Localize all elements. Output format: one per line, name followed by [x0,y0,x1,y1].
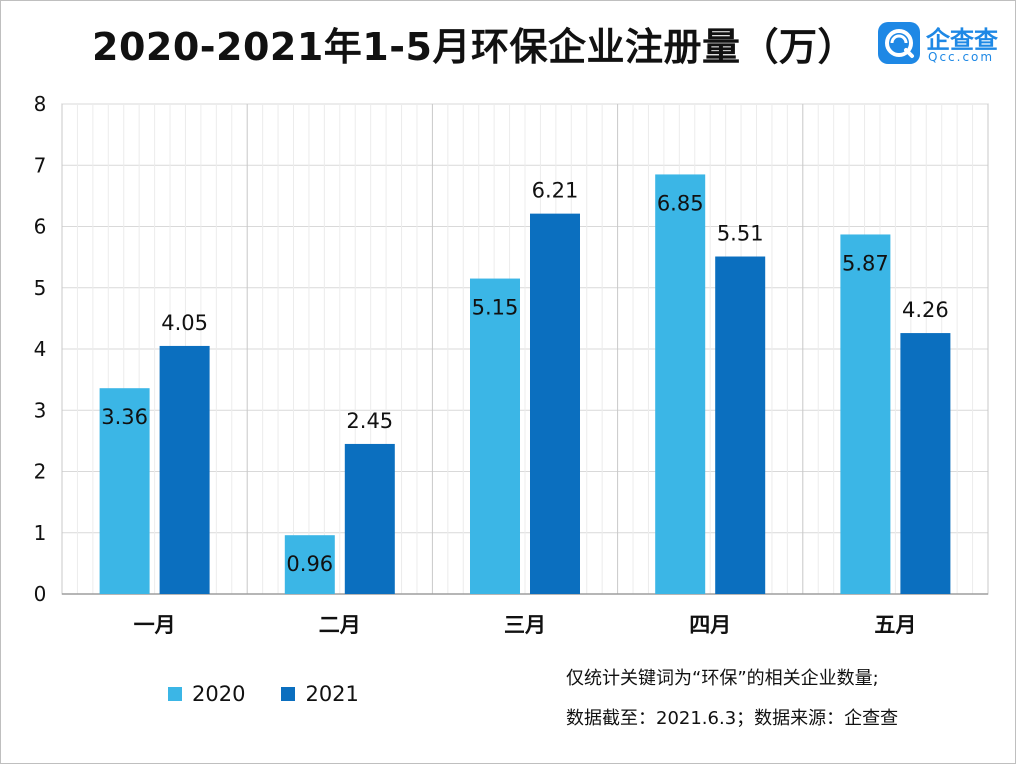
note-source: 数据截至：2021.6.3；数据来源：企查查 [566,708,899,729]
legend-swatch-2020 [168,687,182,701]
bar-2021 [715,256,766,594]
x-tick-label: 一月 [134,613,176,637]
legend-item-2020: 2020 [168,682,245,706]
y-tick-label: 8 [34,92,47,116]
bar-2021 [344,443,395,594]
y-tick-label: 0 [34,582,47,606]
y-tick-label: 7 [34,153,47,177]
y-tick-label: 5 [34,276,47,300]
logo-sub: Qcc.com [928,50,995,64]
bar-2020 [99,388,150,594]
bar-2020 [655,174,706,594]
data-label-2020: 3.36 [101,405,148,429]
data-label-2020: 5.87 [842,251,889,275]
y-tick-label: 3 [34,398,47,422]
bar-2020 [284,535,335,594]
data-label-2020: 5.15 [472,296,519,320]
chart-title: 2020-2021年1-5月环保企业注册量（万） [92,25,856,69]
x-tick-label: 四月 [689,613,731,637]
y-tick-label: 6 [34,215,47,239]
y-tick-label: 4 [34,337,47,361]
bar-2021 [900,333,951,594]
legend: 2020 2021 [168,682,359,706]
bar-2020 [840,234,891,594]
qcc-logo: 企查查 Qcc.com [878,20,1004,66]
data-label-2021: 5.51 [717,222,764,246]
logo-name: 企查查 [926,26,998,54]
bar-2021 [159,345,210,594]
legend-label-2020: 2020 [192,682,246,706]
bar-2020 [470,278,520,594]
legend-label-2021: 2021 [305,682,359,706]
x-tick-label: 五月 [874,613,916,637]
legend-item-2021: 2021 [281,682,359,706]
bar-2021 [530,213,580,594]
data-label-2020: 6.85 [657,191,704,215]
legend-swatch-2021 [281,687,296,701]
qcc-logo-icon [878,22,920,64]
data-label-2021: 6.21 [532,179,579,203]
x-tick-label: 二月 [319,613,361,637]
data-label-2021: 4.26 [902,298,949,322]
data-label-2021: 4.05 [161,311,208,335]
data-label-2020: 0.96 [286,552,333,576]
note-scope: 仅统计关键词为“环保”的相关企业数量; [566,668,879,689]
data-label-2021: 2.45 [346,409,393,433]
y-tick-label: 1 [34,521,47,545]
x-tick-label: 三月 [504,613,546,637]
y-tick-label: 2 [34,460,47,484]
